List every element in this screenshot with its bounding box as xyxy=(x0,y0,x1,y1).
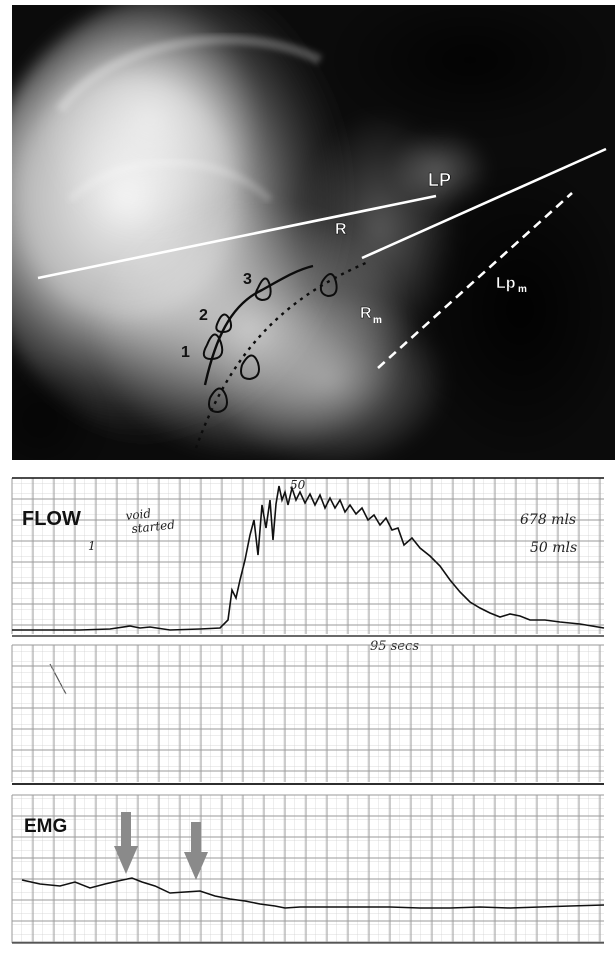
white-dashed-line xyxy=(377,192,573,369)
emg-trace xyxy=(21,877,605,909)
flow-trace xyxy=(12,485,605,631)
flow-note-void-2: started xyxy=(131,517,176,536)
arrow-1 xyxy=(114,812,138,874)
flow-note-peak: 50 xyxy=(290,478,306,492)
flow-panel: FLOW void started 1 50 678 mls 50 mls 95… xyxy=(11,477,605,695)
label-1: 1 xyxy=(181,344,190,361)
label-lp: LP xyxy=(428,170,451,190)
flow-tick-mark: 1 xyxy=(88,539,96,553)
flow-label: FLOW xyxy=(22,508,81,530)
label-r: R xyxy=(335,221,347,238)
flow-note-scale: 50 mls xyxy=(530,540,577,556)
label-lpm-sub: m xyxy=(518,284,527,295)
white-line-left xyxy=(37,194,437,280)
black-solid-curve xyxy=(203,264,314,386)
label-lpm: Lp xyxy=(496,275,516,292)
emg-panel: EMG xyxy=(11,794,605,944)
flow-note-void-1: void xyxy=(125,506,152,523)
loop-6 xyxy=(208,387,228,414)
label-rm: R xyxy=(360,305,372,322)
label-2: 2 xyxy=(199,307,208,324)
loop-1 xyxy=(202,333,224,361)
loop-4 xyxy=(319,273,338,298)
label-3: 3 xyxy=(243,271,252,288)
loop-5 xyxy=(240,354,260,381)
arrow-2 xyxy=(184,822,208,880)
white-line-right xyxy=(361,147,607,260)
loop-2 xyxy=(215,313,233,334)
emg-label: EMG xyxy=(24,816,67,837)
middle-panel xyxy=(11,644,604,785)
black-dotted-curve xyxy=(194,260,369,449)
label-rm-sub: m xyxy=(373,315,382,326)
xray-image: LP R R m Lp m 1 2 3 xyxy=(12,5,615,460)
loop-3 xyxy=(254,277,272,302)
flow-note-volume: 678 mls xyxy=(520,512,576,528)
